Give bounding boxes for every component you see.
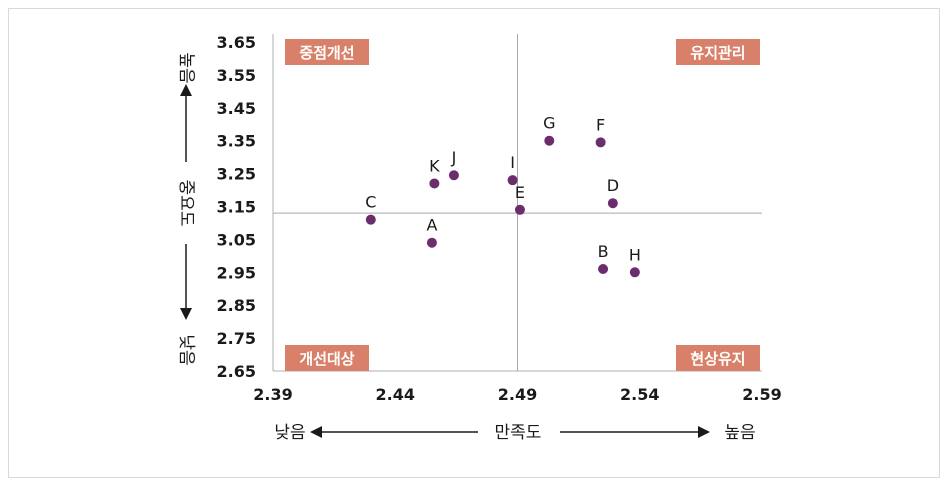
x-axis-label: 만족도 [495,423,542,443]
y-axis-high-label: 높음 [176,52,196,83]
quadrant-label-bg [285,39,369,65]
data-point-label: E [515,183,525,202]
data-point-g [544,135,555,146]
data-point-label: A [426,216,437,235]
x-tick-label: 2.49 [498,385,537,404]
data-point-c [365,214,376,225]
data-point-a [426,237,437,248]
data-point-label: D [607,176,619,195]
data-point-label: G [543,114,555,133]
y-axis-label: 중요도 [176,180,196,227]
y-tick-label: 2.65 [217,362,256,381]
quadrant-label-bg [676,345,760,371]
chart-frame [8,8,940,478]
y-tick-label: 2.95 [217,263,256,282]
y-tick-label: 2.75 [217,329,256,348]
data-point-e [514,204,525,215]
x-axis-right-arrowhead [698,426,710,438]
quadrant-label: 유지관리 [690,44,745,62]
y-tick-label: 3.55 [217,66,256,85]
quadrant-label: 현상유지 [690,350,745,368]
data-point-i [507,175,518,186]
data-points: A B C D E F G H I JK [365,114,641,278]
y-tick-label: 3.65 [217,33,256,52]
y-tick-label: 3.25 [217,165,256,184]
y-tick-labels: 3.65 3.55 3.45 3.35 3.25 3.15 3.05 2.95 2.85 2.75… [217,33,256,381]
y-axis-down-arrowhead [180,308,192,320]
quadrant-label: 중점개선 [299,44,354,62]
data-point-label: F [596,115,605,134]
data-point-label: B [598,242,609,261]
scatter-chart: 3.65 3.55 3.45 3.35 3.25 3.15 3.05 2.95 2.85 2.75… [176,33,782,443]
quadrant-label: 개선대상 [299,350,354,368]
x-tick-label: 2.44 [376,385,415,404]
x-tick-label: 2.54 [620,385,659,404]
y-tick-label: 3.15 [217,198,256,217]
data-point-label: I [510,153,515,172]
x-tick-labels: 2.39 2.44 2.49 2.54 2.59 [253,385,781,404]
x-axis-high-label: 높음 [724,423,755,443]
data-point-j [448,170,459,181]
y-tick-label: 3.05 [217,230,256,249]
data-point-label: H [629,245,641,264]
data-point-h [629,267,640,278]
data-point-label: K [429,156,440,175]
data-point-f [595,137,606,148]
x-tick-label: 2.39 [253,385,292,404]
quadrant-label-bg [676,39,760,65]
x-axis-low-label: 낮음 [274,423,305,443]
data-point-label: J [451,148,457,167]
data-point-b [598,264,609,275]
y-tick-label: 2.85 [217,296,256,315]
data-point-label: C [365,193,376,212]
y-tick-label: 3.35 [217,132,256,151]
y-axis-low-label: 낮음 [176,334,196,365]
data-point-k [429,178,440,189]
y-tick-label: 3.45 [217,99,256,118]
x-tick-label: 2.59 [742,385,781,404]
x-axis-title: 낮음 만족도 높음 [274,423,755,443]
x-axis-left-arrowhead [310,426,322,438]
quadrant-label-bg [285,345,369,371]
y-axis-up-arrowhead [180,84,192,96]
y-axis-title: 높음 중요도 낮음 [176,52,196,365]
data-point-d [607,198,618,209]
